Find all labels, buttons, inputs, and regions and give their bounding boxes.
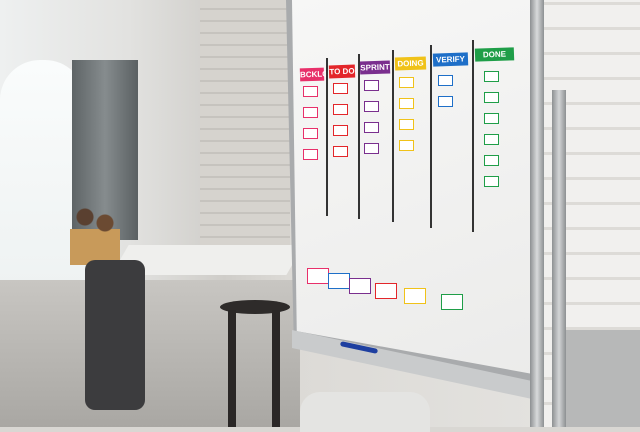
task-card (399, 119, 414, 130)
task-card (364, 122, 379, 133)
column-divider (430, 45, 432, 228)
stand-pole (552, 90, 566, 427)
column-divider (358, 54, 360, 219)
task-card (438, 75, 453, 86)
task-card (484, 134, 499, 145)
column-label-bcklg: BCKLG (299, 67, 329, 82)
swimlane-card (307, 268, 329, 284)
swimlane-card (375, 283, 397, 299)
task-card (333, 104, 348, 115)
column-divider (392, 50, 394, 222)
column-divider (472, 40, 474, 232)
swimlane-card (404, 288, 426, 304)
column-label-done: DONE (474, 47, 515, 62)
stool-leg (228, 310, 236, 427)
task-card (364, 143, 379, 154)
task-card (484, 71, 499, 82)
task-card (484, 155, 499, 166)
column-divider (326, 58, 328, 216)
stand-pole (530, 0, 544, 427)
task-card (399, 77, 414, 88)
task-card (399, 140, 414, 151)
task-card (303, 128, 318, 139)
swimlane-card (328, 273, 350, 289)
task-card (364, 80, 379, 91)
task-card (484, 113, 499, 124)
task-card (303, 149, 318, 160)
column-label-sprint: SPRINT (359, 60, 391, 75)
task-card (364, 101, 379, 112)
column-label-doing: DOING (394, 56, 427, 71)
column-label-to-do: TO DO (328, 64, 356, 79)
swimlane-card (349, 278, 371, 294)
task-card (484, 92, 499, 103)
column-label-verify: VERIFY (432, 52, 469, 67)
stool-leg (272, 310, 280, 427)
desk (565, 330, 640, 427)
task-card (438, 96, 453, 107)
task-card (333, 125, 348, 136)
task-card (333, 146, 348, 157)
brick-wall (200, 0, 290, 260)
people-working (70, 205, 120, 265)
task-card (303, 107, 318, 118)
task-card (303, 86, 318, 97)
task-card (484, 176, 499, 187)
task-card (399, 98, 414, 109)
chair-with-jacket (85, 260, 145, 410)
swimlane-card (441, 294, 463, 310)
task-card (333, 83, 348, 94)
chair-back (300, 392, 430, 432)
